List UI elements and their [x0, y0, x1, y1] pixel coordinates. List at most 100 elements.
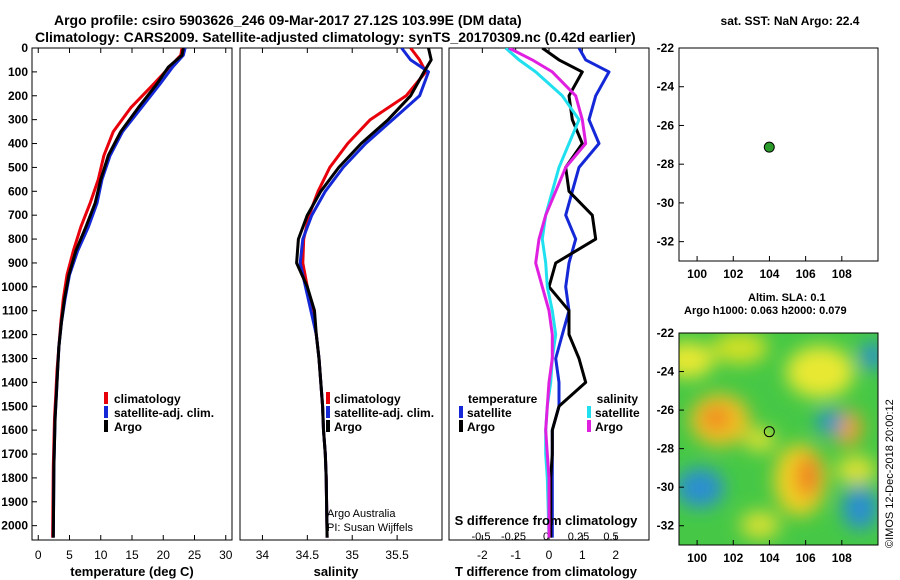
s-tick-label: -0.25: [501, 531, 526, 543]
legend-swatch-argo: [326, 420, 330, 432]
sst-map-panel: [678, 47, 879, 262]
legend-label-argo: Argo: [334, 420, 362, 434]
y-tick-label: 1000: [1, 280, 28, 294]
argo-location-marker: [763, 141, 775, 153]
y-tick-label: 1800: [1, 471, 28, 485]
header-line2: Climatology: CARS2009. Satellite-adjuste…: [35, 29, 636, 45]
s-tick-label: 0.25: [568, 531, 589, 543]
y-tick-label: 600: [8, 184, 28, 198]
y-tick-label: -22: [657, 41, 675, 55]
legend-label-t-satellite: satellite: [467, 406, 512, 420]
salinity-legend: climatology satellite-adj. clim. Argo: [326, 392, 434, 434]
series-line-argo: [51, 48, 185, 538]
x-tick-label: 100: [687, 267, 707, 281]
y-tick-label: 1100: [2, 304, 28, 318]
x-tick-label: 10: [94, 548, 108, 562]
series-line-temperature-argo: [541, 48, 598, 538]
difference-xlabel: T difference from climatology: [455, 564, 638, 579]
y-tick-label: -30: [657, 480, 675, 494]
temperature-legend: climatology satellite-adj. clim. Argo: [104, 392, 214, 434]
x-tick-label: 106: [796, 551, 816, 565]
legend-title-salinity: salinity: [597, 392, 639, 406]
y-tick-label: 300: [8, 113, 28, 127]
y-tick-label: 800: [8, 232, 28, 246]
x-tick-label: 0: [546, 548, 553, 562]
salinity-xlabel: salinity: [314, 564, 360, 579]
series-line-temperature-satellite: [550, 48, 611, 538]
x-tick-label: -2: [477, 548, 488, 562]
x-tick-label: 34: [256, 548, 270, 562]
x-tick-label: 30: [219, 548, 233, 562]
x-tick-label: -1: [510, 548, 521, 562]
y-tick-label: -28: [657, 157, 675, 171]
legend-swatch-t-satellite: [459, 406, 463, 418]
s-tick-label: 0: [543, 531, 549, 543]
y-tick-label: 2000: [1, 519, 28, 533]
x-tick-label: 1: [579, 548, 586, 562]
x-tick-label: 34.5: [296, 548, 320, 562]
legend-label-s-satellite: satellite: [595, 406, 640, 420]
series-line-climatology: [51, 48, 184, 538]
legend-label-satellite: satellite-adj. clim.: [334, 406, 434, 420]
legend-swatch-climatology: [326, 392, 330, 404]
legend-swatch-t-argo: [459, 420, 463, 432]
credit-line1: Argo Australia: [327, 508, 396, 520]
y-tick-label: -24: [657, 365, 675, 379]
difference-legend: temperature satellite Argo salinity sate…: [459, 392, 640, 434]
header-line1: Argo profile: csiro 5903626_246 09-Mar-2…: [54, 12, 522, 28]
credit-line2: PI: Susan Wijffels: [327, 522, 413, 534]
legend-swatch-satellite: [104, 406, 108, 418]
y-tick-label: -26: [657, 403, 675, 417]
y-tick-label: 1200: [1, 328, 28, 342]
y-tick-label: 200: [8, 89, 28, 103]
legend-swatch-s-satellite: [587, 406, 591, 418]
y-tick-label: 500: [8, 160, 28, 174]
y-tick-label: 900: [8, 256, 28, 270]
x-tick-label: 2: [612, 548, 619, 562]
x-tick-label: 100: [687, 551, 707, 565]
y-tick-label: 1500: [1, 399, 28, 413]
y-tick-label: -26: [657, 118, 675, 132]
y-tick-label: 400: [8, 137, 28, 151]
y-tick-label: -30: [657, 196, 675, 210]
y-tick-label: 100: [8, 65, 28, 79]
y-tick-label: 1400: [1, 375, 28, 389]
s-tick-label: 0.5: [603, 531, 618, 543]
x-tick-label: 104: [759, 551, 779, 565]
series-line-argo: [295, 48, 433, 538]
y-tick-label: 1900: [1, 495, 28, 509]
legend-label-climatology: climatology: [334, 392, 401, 406]
s-difference-label: S difference from climatology: [455, 513, 639, 528]
y-tick-label: -28: [657, 442, 675, 456]
y-tick-label: 1700: [1, 447, 28, 461]
sla-title1: Altim. SLA: 0.1: [748, 292, 826, 304]
x-tick-label: 35: [346, 548, 360, 562]
temperature-xlabel: temperature (deg C): [70, 564, 194, 579]
series-line-salinity-argo: [508, 48, 588, 538]
sla-map-panel: [678, 332, 879, 546]
legend-label-t-argo: Argo: [467, 420, 495, 434]
legend-label-argo: Argo: [114, 420, 142, 434]
legend-swatch-satellite: [326, 406, 330, 418]
x-tick-label: 102: [723, 267, 743, 281]
legend-swatch-argo: [104, 420, 108, 432]
imos-credit: ©IMOS 12-Dec-2018 20:00:12: [884, 399, 896, 548]
salinity-panel: [239, 47, 443, 541]
y-tick-label: 1300: [1, 351, 28, 365]
sst-title: sat. SST: NaN Argo: 22.4: [721, 14, 860, 28]
y-tick-label: 1600: [1, 423, 28, 437]
legend-label-satellite: satellite-adj. clim.: [114, 406, 214, 420]
legend-swatch-s-argo: [587, 420, 591, 432]
legend-swatch-climatology: [104, 392, 108, 404]
series-line-climatology: [301, 48, 428, 538]
y-tick-label: 0: [21, 41, 28, 55]
x-tick-label: 104: [759, 267, 779, 281]
legend-title-temperature: temperature: [468, 392, 538, 406]
sla-heatmap: [679, 333, 878, 545]
x-tick-label: 20: [157, 548, 171, 562]
x-tick-label: 108: [832, 267, 852, 281]
x-tick-label: 0: [35, 548, 42, 562]
series-line-satellite-adj-clim-: [298, 48, 430, 538]
y-tick-label: -22: [657, 326, 675, 340]
